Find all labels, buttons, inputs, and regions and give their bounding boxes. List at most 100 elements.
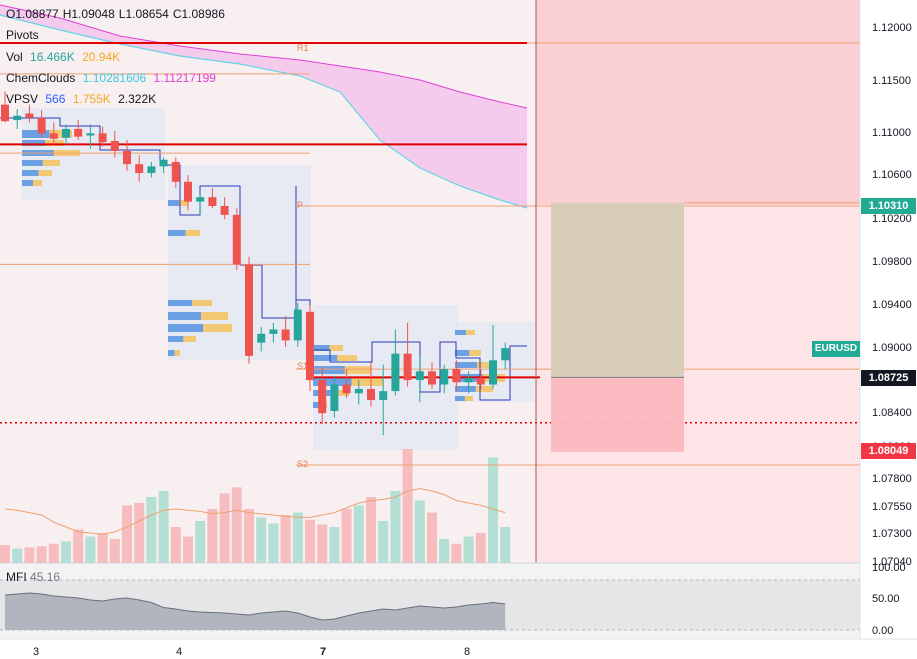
volume-bar-down — [475, 533, 486, 563]
mfi-legend[interactable]: MFI 45.16 — [6, 570, 60, 584]
volume-bar-up — [12, 548, 23, 563]
price-axis[interactable] — [860, 0, 917, 639]
volume-profile-bar-blue — [22, 160, 43, 166]
volume-bar-up — [353, 505, 364, 563]
mfi-line — [4, 592, 506, 621]
chemclouds-legend[interactable]: ChemClouds 1.10281606 1.11217199 — [6, 71, 220, 85]
candle-body-down — [171, 161, 180, 182]
candle-body-down — [208, 197, 217, 207]
volume-bar-down — [207, 509, 218, 563]
volume-profile-bar-blue — [455, 362, 477, 368]
volume-profile-bar-orange — [344, 366, 371, 374]
volume-profile-bar-orange — [351, 378, 383, 386]
mfi-tick-label: 100.00 — [872, 562, 906, 574]
time-axis[interactable] — [0, 639, 917, 659]
ohlc-high: H1.09048 — [62, 7, 115, 21]
current-price-badge: 1.08725 — [861, 370, 916, 386]
candle-body-up — [464, 377, 473, 383]
candle-body-down — [281, 329, 290, 341]
volume-bar-up — [500, 527, 511, 563]
vpsv-legend[interactable]: VPSV 566 1.755K 2.322K — [6, 92, 160, 106]
time-label-3: 3 — [33, 646, 39, 658]
candle-body-down — [110, 141, 119, 151]
pivots-label: Pivots — [6, 28, 39, 42]
candle-body-down — [184, 181, 192, 202]
volume-bar-down — [134, 503, 145, 563]
volume-bar-up — [390, 491, 401, 563]
candle-body-up — [13, 115, 22, 121]
vpsv-value-1: 566 — [45, 92, 66, 106]
candle-body-down — [476, 377, 485, 385]
volume-bar-down — [73, 529, 84, 563]
vpsv-value-3: 2.322K — [118, 92, 157, 106]
time-label-4: 4 — [176, 646, 182, 658]
upper-zone-shade — [536, 0, 860, 205]
volume-profile-bar-blue — [455, 386, 476, 392]
vol-value-1: 16.466K — [30, 50, 75, 64]
price-tick-label: 1.12000 — [872, 22, 912, 34]
candle-body-down — [25, 113, 34, 118]
volume-profile-bar-orange — [45, 140, 64, 146]
candle-body-down — [428, 371, 436, 385]
volume-profile-bar-blue — [313, 378, 352, 386]
volume-bar-down — [317, 524, 328, 563]
volume-bar-down — [231, 487, 242, 563]
time-label-8: 8 — [464, 646, 470, 658]
volume-profile-bar-orange — [329, 345, 343, 351]
pivot-label-s1: S1 — [297, 361, 308, 371]
time-label-7: 7 — [320, 646, 326, 658]
candle-body-down — [1, 104, 9, 122]
volume-profile-bar-orange — [174, 350, 180, 356]
volume-profile-bar-blue — [455, 350, 470, 356]
volume-profile-bar-blue — [22, 170, 39, 176]
volume-bar-up — [158, 491, 169, 563]
volume-profile-bar-orange — [332, 390, 349, 396]
mfi-tick-label: 0.00 — [872, 625, 893, 637]
candle-body-down — [403, 353, 412, 381]
volume-profile-bar-blue — [455, 330, 466, 335]
volume-profile-bar-blue — [455, 396, 465, 401]
candle-body-up — [293, 309, 302, 341]
volume-bar-up — [414, 500, 425, 563]
candle-body-down — [220, 206, 229, 215]
volume-profile-bar-blue — [168, 350, 175, 356]
candle-body-down — [367, 388, 375, 400]
volume-profile-bar-orange — [38, 170, 52, 176]
candle-body-up — [196, 197, 205, 202]
volume-bar-up — [292, 512, 303, 563]
vol-value-2: 20.94K — [82, 50, 121, 64]
price-tick-label: 1.10600 — [872, 169, 912, 181]
volume-bar-up — [256, 517, 267, 563]
candle-body-up — [86, 133, 95, 136]
volume-profile-bar-orange — [203, 324, 232, 332]
volume-profile-bar-blue — [22, 140, 46, 146]
volume-bar-up — [488, 457, 498, 563]
volume-profile-bar-orange — [179, 200, 188, 206]
candle-body-down — [37, 117, 46, 134]
candle-body-down — [452, 369, 461, 383]
candle-body-up — [440, 369, 449, 385]
price-tick-label: 1.07550 — [872, 501, 912, 513]
vpsv-label: VPSV — [6, 92, 39, 106]
target-price-badge: 1.10310 — [861, 198, 916, 214]
pivots-legend[interactable]: Pivots — [6, 28, 43, 42]
candle-body-up — [354, 388, 363, 394]
chemclouds-value-2: 1.11217199 — [153, 71, 216, 85]
volume-profile-bar-orange — [192, 300, 212, 306]
volume-profile-bar-orange — [464, 396, 473, 401]
price-tick-label: 1.11000 — [872, 127, 911, 139]
volume-bar-down — [451, 543, 462, 563]
price-tick-label: 1.07300 — [872, 528, 912, 540]
volume-legend[interactable]: Vol 16.466K 20.94K — [6, 50, 124, 64]
candle-body-up — [257, 333, 266, 343]
price-tick-label: 1.09400 — [872, 299, 912, 311]
chemcloud-lower-line — [0, 14, 528, 209]
price-tick-label: 1.07040 — [872, 556, 912, 568]
price-tick-label: 1.11500 — [872, 75, 911, 87]
ohlc-legend: O1.08877 H1.09048 L1.08654 C1.08986 — [6, 7, 229, 21]
volume-bar-down — [427, 512, 437, 563]
volume-profile-bar-orange — [185, 230, 200, 236]
volume-profile-bar-blue — [313, 355, 338, 361]
volume-bar-up — [85, 536, 96, 563]
